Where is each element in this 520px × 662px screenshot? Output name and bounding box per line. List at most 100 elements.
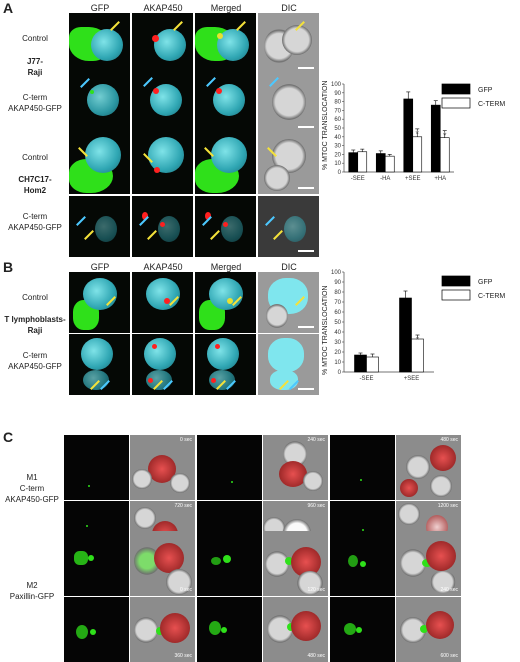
row-label-ch7c17-hom2: CH7C17- Hom2	[18, 175, 52, 195]
micrograph-akap450	[132, 272, 193, 333]
bar-c-term	[412, 136, 423, 173]
y-tick-label: 30	[334, 144, 341, 150]
m2-timestamp: 240 sec	[440, 587, 458, 593]
x-category-label: +SEE	[404, 376, 420, 382]
column-header-gfp: GFP	[90, 3, 110, 13]
y-tick-label: 70	[334, 108, 341, 114]
m2-dic-frame: 360 sec	[130, 597, 195, 662]
bar-c-term	[357, 151, 368, 173]
x-category-label: -HA	[380, 176, 390, 182]
bar-gfp	[375, 153, 386, 173]
x-category-label: -SEE	[359, 376, 373, 382]
m2-dic-frame: 0 sec	[130, 531, 195, 596]
m2-dic-frame: 120 sec	[263, 531, 328, 596]
row-label-control-a2: Control	[22, 153, 48, 162]
micrograph-gfp	[69, 133, 130, 194]
y-tick-label: 0	[338, 170, 342, 176]
panel-b-letter: B	[3, 259, 14, 275]
bar-gfp	[430, 104, 441, 173]
m2-timestamp: 360 sec	[174, 653, 192, 659]
m2-dic-frame: 240 sec	[396, 531, 461, 596]
legend-label: C-TERM	[478, 293, 505, 300]
m1-label: M1 C-term AKAP450-GFP	[5, 473, 59, 504]
m2-timestamp: 0 sec	[180, 587, 192, 593]
column-header-merged: Merged	[210, 3, 242, 13]
x-category-label: +SEE	[405, 176, 421, 182]
chart-b-mtoc-translocation: 0 10 20 30 40 50 60 70 80 90 100 -SEE * +SEE GFP C-TERM	[331, 270, 505, 382]
y-tick-label: 30	[334, 340, 341, 346]
m2-fluorescence-frame	[197, 597, 262, 662]
row-label-j77-raji: J77- Raji	[26, 57, 43, 77]
bar-c-term	[384, 155, 395, 173]
y-tick-label: 60	[334, 117, 341, 123]
chart-a-mtoc-translocation: 0 10 20 30 40 50 60 70 80 90 100 -SEE -HA * +SEE * +HA GF…	[331, 82, 505, 182]
micrograph-dic	[258, 196, 319, 257]
m2-timestamp: 600 sec	[440, 653, 458, 659]
significance-marker: *	[416, 335, 420, 345]
significance-marker: *	[443, 131, 447, 141]
m1-timestamp: 240 sec	[307, 437, 325, 443]
m2-fluorescence-frame	[330, 597, 395, 662]
y-tick-label: 100	[331, 270, 342, 276]
y-tick-label: 0	[338, 370, 342, 376]
chart-a-ylabel: % MTOC TRANSLOCATION	[322, 80, 329, 170]
m2-timestamp: 480 sec	[307, 653, 325, 659]
row-label-t-lymphoblasts-raji: T lymphoblasts- Raji	[4, 315, 66, 335]
column-header-merged: Merged	[210, 262, 242, 272]
micrograph-dic	[258, 133, 319, 194]
m1-dic-frame: 0 sec	[130, 435, 195, 500]
chart-b-ylabel: % MTOC TRANSLOCATION	[322, 285, 329, 375]
bar-gfp	[354, 354, 367, 373]
m2-timestamp: 120 sec	[307, 587, 325, 593]
m1-fluorescence-frame	[330, 435, 395, 500]
micrograph-merged	[195, 133, 256, 194]
y-tick-label: 100	[331, 82, 342, 88]
micrograph-gfp	[69, 334, 130, 395]
bar-gfp	[348, 152, 359, 173]
legend-swatch-c-term	[441, 97, 471, 109]
m2-fluorescence-frame	[64, 597, 129, 662]
legend-swatch-gfp	[441, 275, 471, 287]
column-header-akap450: AKAP450	[143, 262, 183, 272]
row-label-control-b: Control	[22, 293, 48, 302]
significance-marker: *	[415, 129, 419, 139]
row-label-cterm-b: C-term AKAP450-GFP	[8, 351, 62, 371]
panel-a-letter: A	[3, 0, 14, 16]
m1-timestamp: 0 sec	[180, 437, 192, 443]
m1-fluorescence-frame	[64, 435, 129, 500]
bar-gfp	[403, 98, 414, 173]
m1-dic-frame: 480 sec	[396, 435, 461, 500]
row-label-cterm-a1: C-term AKAP450-GFP	[8, 93, 62, 113]
row-label-cterm-a2: C-term AKAP450-GFP	[8, 212, 62, 232]
micrograph-akap450	[132, 133, 193, 194]
m1-timestamp: 720 sec	[174, 503, 192, 509]
y-tick-label: 20	[334, 152, 341, 158]
micrograph-merged	[195, 272, 256, 333]
y-tick-label: 20	[334, 350, 341, 356]
bar-c-term	[439, 137, 450, 173]
y-tick-label: 50	[334, 126, 341, 132]
legend-swatch-c-term	[441, 289, 471, 301]
column-header-akap450: AKAP450	[143, 3, 183, 13]
y-tick-label: 70	[334, 300, 341, 306]
y-tick-label: 60	[334, 310, 341, 316]
y-tick-label: 90	[334, 280, 341, 286]
row-label-control-a1: Control	[22, 34, 48, 43]
m1-fluorescence-frame	[197, 435, 262, 500]
micrograph-akap450	[132, 72, 193, 133]
y-tick-label: 40	[334, 135, 341, 141]
bar-c-term	[366, 356, 379, 373]
micrograph-gfp	[69, 72, 130, 133]
micrograph-dic	[258, 272, 319, 333]
micrograph-dic	[258, 334, 319, 395]
micrograph-merged	[195, 13, 256, 74]
micrograph-gfp	[69, 196, 130, 257]
column-header-gfp: GFP	[90, 262, 110, 272]
panel-c-letter: C	[3, 429, 14, 445]
m2-fluorescence-frame	[64, 531, 129, 596]
m2-label: M2 Paxillin-GFP	[9, 581, 55, 601]
legend-label: GFP	[478, 87, 493, 94]
x-category-label: -SEE	[351, 176, 365, 182]
micrograph-gfp	[69, 13, 130, 74]
column-header-dic: DIC	[281, 262, 297, 272]
